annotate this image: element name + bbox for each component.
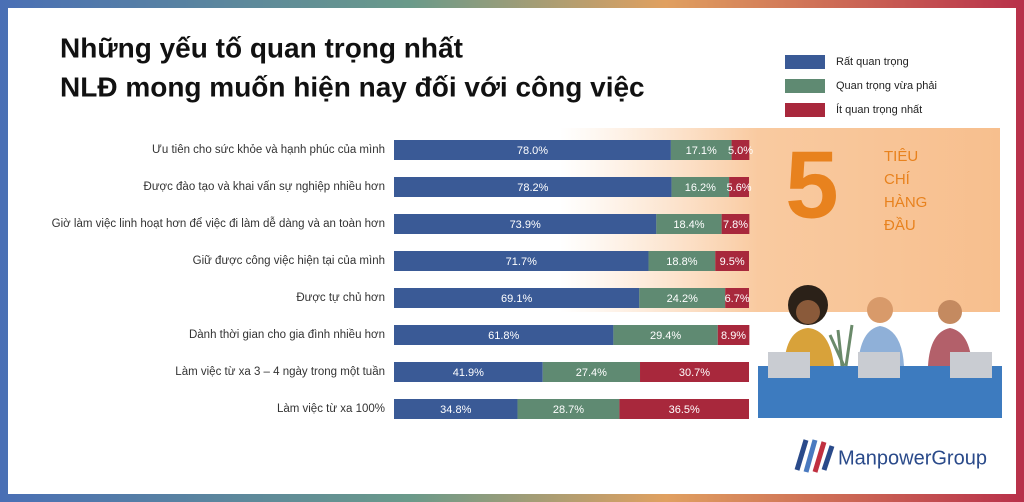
- bar-segment: [715, 251, 749, 271]
- chart-title: NLĐ mong muốn hiện nay đối với công việc: [60, 71, 645, 102]
- category-label: Giờ làm việc linh hoạt hơn để việc đi là…: [52, 217, 385, 230]
- bar-segment: [640, 362, 749, 382]
- value-label: 7.8%: [723, 219, 748, 231]
- legend-swatch: [785, 103, 825, 117]
- bar-segment: [639, 288, 726, 308]
- value-label: 17.1%: [686, 145, 717, 157]
- value-label: 18.8%: [666, 256, 697, 268]
- value-label: 5.6%: [727, 182, 752, 194]
- bar-segment: [394, 288, 640, 308]
- value-label: 69.1%: [501, 293, 532, 305]
- category-label: Làm việc từ xa 3 – 4 ngày trong một tuần: [175, 366, 385, 378]
- bar-segment: [394, 177, 672, 197]
- value-label: 71.7%: [506, 256, 537, 268]
- bar-segment: [670, 140, 732, 160]
- bar-segment: [717, 325, 750, 345]
- value-label: 27.4%: [576, 367, 607, 379]
- bar-segment: [619, 399, 749, 419]
- value-label: 78.2%: [517, 182, 548, 194]
- category-label: Dành thời gian cho gia đình nhiều hơn: [189, 329, 385, 341]
- badge-line: ĐẦU: [884, 217, 916, 234]
- bar-segment: [542, 362, 641, 382]
- category-label: Giữ được công việc hiện tại của mình: [193, 255, 385, 267]
- bar-segment: [613, 325, 718, 345]
- value-label: 29.4%: [650, 330, 681, 342]
- bar-segment: [394, 214, 657, 234]
- value-label: 18.4%: [673, 219, 704, 231]
- bar-segment: [394, 140, 671, 160]
- category-label: Được đào tạo và khai vấn sự nghiệp nhiều…: [144, 181, 385, 193]
- value-label: 8.9%: [721, 330, 746, 342]
- logo-icon: [794, 439, 835, 473]
- value-label: 24.2%: [667, 293, 698, 305]
- bar-segment: [656, 214, 722, 234]
- bar-segment: [517, 399, 620, 419]
- value-label: 73.9%: [510, 219, 541, 231]
- badge-line: TIÊU: [884, 148, 918, 165]
- value-label: 34.8%: [440, 404, 471, 416]
- bar-segment: [394, 251, 649, 271]
- value-label: 41.9%: [453, 367, 484, 379]
- value-label: 9.5%: [720, 256, 745, 268]
- logo-text: ManpowerGroup: [838, 447, 987, 469]
- legend-label: Rất quan trọng: [836, 56, 909, 68]
- badge-line: HÀNG: [884, 194, 927, 211]
- legend-label: Quan trọng vừa phải: [836, 80, 937, 92]
- value-label: 36.5%: [669, 404, 700, 416]
- value-label: 6.7%: [725, 293, 750, 305]
- badge-number: 5: [785, 131, 838, 238]
- illustration: [758, 285, 1002, 418]
- value-label: 5.0%: [728, 145, 753, 157]
- bar-segment: [671, 177, 730, 197]
- category-label: Ưu tiên cho sức khỏe và hạnh phúc của mì…: [152, 144, 385, 156]
- badge-line: CHÍ: [884, 171, 911, 188]
- legend-label: Ít quan trọng nhất: [836, 103, 922, 116]
- bar-segment: [394, 362, 543, 382]
- chart-title: Những yếu tố quan trọng nhất: [60, 32, 463, 63]
- value-label: 16.2%: [685, 182, 716, 194]
- bar-segment: [394, 325, 614, 345]
- legend-swatch: [785, 55, 825, 69]
- legend-swatch: [785, 79, 825, 93]
- bar-segment: [394, 399, 518, 419]
- bar-segment: [721, 214, 750, 234]
- value-label: 30.7%: [679, 367, 710, 379]
- bar-segment: [731, 140, 750, 160]
- bar-segment: [725, 288, 749, 308]
- category-label: Làm việc từ xa 100%: [277, 403, 385, 415]
- bar-segment: [729, 177, 749, 197]
- category-label: Được tự chủ hơn: [296, 292, 385, 304]
- value-label: 78.0%: [517, 145, 548, 157]
- value-label: 28.7%: [553, 404, 584, 416]
- bar-segment: [648, 251, 716, 271]
- value-label: 61.8%: [488, 330, 519, 342]
